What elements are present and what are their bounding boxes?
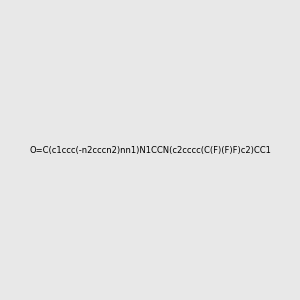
Text: O=C(c1ccc(-n2cccn2)nn1)N1CCN(c2cccc(C(F)(F)F)c2)CC1: O=C(c1ccc(-n2cccn2)nn1)N1CCN(c2cccc(C(F)… xyxy=(29,146,271,154)
